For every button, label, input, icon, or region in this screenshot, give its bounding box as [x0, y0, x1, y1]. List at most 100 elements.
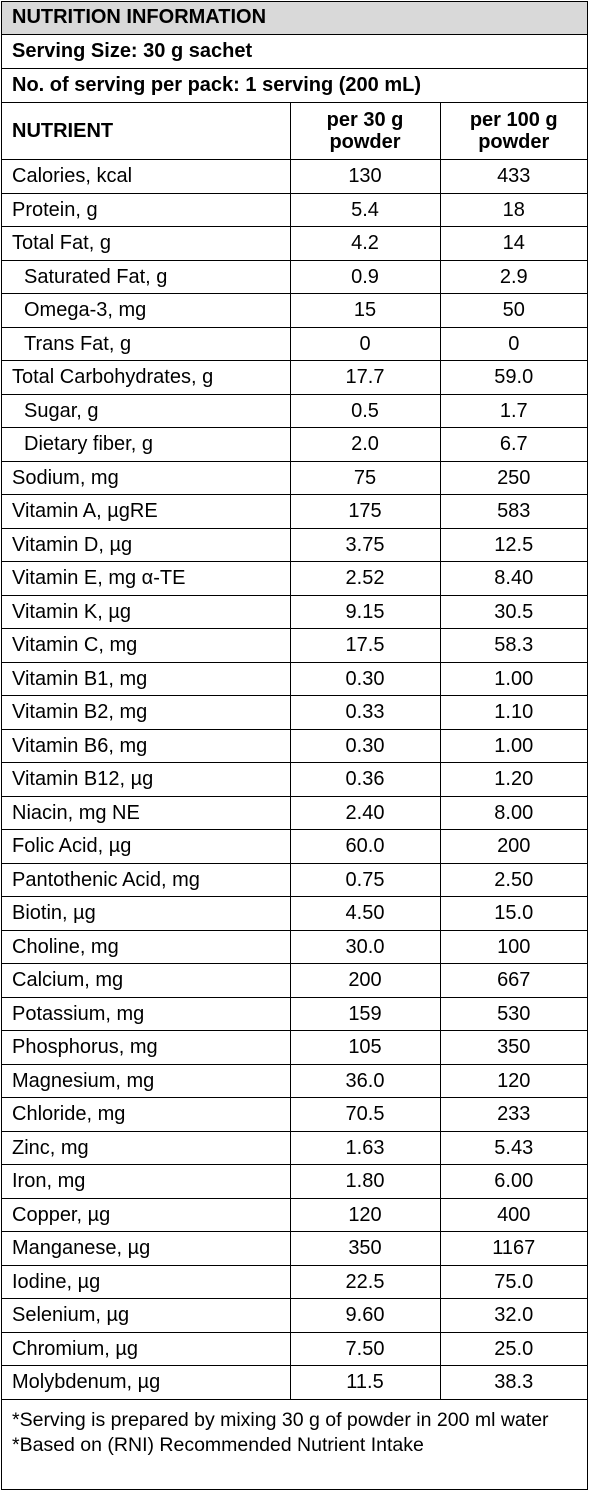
table-row: Dietary fiber, g 2.0 6.7: [2, 427, 587, 462]
value-per-30g: 105: [290, 1030, 441, 1065]
table-row: Zinc, mg 1.63 5.43: [2, 1131, 587, 1165]
value-per-100g: 233: [440, 1097, 587, 1132]
value-per-30g: 22.5: [290, 1265, 441, 1299]
value-per-100g: 6.00: [440, 1164, 587, 1199]
table-row: Calories, kcal 130 433: [2, 159, 587, 194]
value-per-30g: 0.30: [290, 729, 441, 763]
value-per-30g: 159: [290, 997, 441, 1031]
nutrient-name: Omega-3, mg: [2, 293, 291, 328]
table-row: Vitamin B1, mg 0.30 1.00: [2, 662, 587, 696]
table-row: Vitamin A, µgRE 175 583: [2, 494, 587, 529]
value-per-100g: 0: [440, 327, 587, 361]
nutrient-name: Biotin, µg: [2, 896, 291, 931]
value-per-30g: 2.40: [290, 796, 441, 830]
value-per-100g: 59.0: [440, 360, 587, 395]
value-per-30g: 0.9: [290, 260, 441, 294]
value-per-30g: 9.15: [290, 595, 441, 629]
nutrient-name: Vitamin B12, µg: [2, 762, 291, 797]
nutrient-name: Vitamin B6, mg: [2, 729, 291, 763]
value-per-30g: 30.0: [290, 930, 441, 964]
table-row: Niacin, mg NE 2.40 8.00: [2, 796, 587, 830]
value-per-100g: 667: [440, 963, 587, 998]
table-row: Copper, µg 120 400: [2, 1198, 587, 1232]
table-row: Omega-3, mg 15 50: [2, 293, 587, 328]
value-per-30g: 3.75: [290, 528, 441, 562]
value-per-100g: 25.0: [440, 1332, 587, 1366]
value-per-100g: 250: [440, 461, 587, 495]
table-row: Pantothenic Acid, mg 0.75 2.50: [2, 863, 587, 897]
nutrient-name: Vitamin B2, mg: [2, 695, 291, 730]
value-per-30g: 0.36: [290, 762, 441, 797]
nutrient-name: Sugar, g: [2, 394, 291, 428]
value-per-100g: 5.43: [440, 1131, 587, 1165]
table-row: Vitamin B12, µg 0.36 1.20: [2, 762, 587, 797]
nutrient-name: Potassium, mg: [2, 997, 291, 1031]
table-row: Total Fat, g 4.2 14: [2, 226, 587, 261]
table-row: Sugar, g 0.5 1.7: [2, 394, 587, 428]
table-row: Potassium, mg 159 530: [2, 997, 587, 1031]
value-per-100g: 15.0: [440, 896, 587, 931]
value-per-100g: 1.00: [440, 729, 587, 763]
value-per-30g: 75: [290, 461, 441, 495]
nutrient-name: Saturated Fat, g: [2, 260, 291, 294]
header-row: NUTRIENT per 30 g powder per 100 g powde…: [2, 103, 587, 160]
value-per-100g: 58.3: [440, 628, 587, 663]
value-per-30g: 17.7: [290, 360, 441, 395]
nutrient-name: Vitamin C, mg: [2, 628, 291, 663]
nutrient-name: Zinc, mg: [2, 1131, 291, 1165]
value-per-30g: 4.50: [290, 896, 441, 931]
value-per-30g: 36.0: [290, 1064, 441, 1098]
value-per-100g: 14: [440, 226, 587, 261]
nutrient-name: Chloride, mg: [2, 1097, 291, 1132]
nutrient-name: Dietary fiber, g: [2, 427, 291, 462]
nutrient-name: Pantothenic Acid, mg: [2, 863, 291, 897]
value-per-30g: 17.5: [290, 628, 441, 663]
table-row: Vitamin B6, mg 0.30 1.00: [2, 729, 587, 763]
nutrient-name: Magnesium, mg: [2, 1064, 291, 1098]
value-per-100g: 1.00: [440, 662, 587, 696]
panel-title: NUTRITION INFORMATION: [2, 2, 587, 35]
table-row: Vitamin B2, mg 0.33 1.10: [2, 695, 587, 730]
value-per-30g: 15: [290, 293, 441, 328]
table-row: Calcium, mg 200 667: [2, 963, 587, 998]
footnotes: *Serving is prepared by mixing 30 g of p…: [2, 1400, 587, 1458]
servings-per-pack: No. of serving per pack: 1 serving (200 …: [2, 69, 587, 103]
nutrient-name: Vitamin A, µgRE: [2, 494, 291, 529]
nutrient-name: Trans Fat, g: [2, 327, 291, 361]
nutrient-name: Niacin, mg NE: [2, 796, 291, 830]
header-per-100g: per 100 g powder: [440, 103, 587, 160]
nutrient-name: Choline, mg: [2, 930, 291, 964]
value-per-30g: 350: [290, 1231, 441, 1266]
value-per-30g: 2.0: [290, 427, 441, 462]
value-per-30g: 130: [290, 159, 441, 194]
table-row: Iron, mg 1.80 6.00: [2, 1164, 587, 1199]
table-row: Iodine, µg 22.5 75.0: [2, 1265, 587, 1299]
header-nutrient: NUTRIENT: [2, 103, 291, 160]
nutrient-name: Vitamin B1, mg: [2, 662, 291, 696]
table-row: Vitamin C, mg 17.5 58.3: [2, 628, 587, 663]
value-per-30g: 9.60: [290, 1298, 441, 1333]
value-per-100g: 12.5: [440, 528, 587, 562]
nutrient-name: Sodium, mg: [2, 461, 291, 495]
table-row: Sodium, mg 75 250: [2, 461, 587, 495]
value-per-100g: 350: [440, 1030, 587, 1065]
table-row: Magnesium, mg 36.0 120: [2, 1064, 587, 1098]
table-row: Chromium, µg 7.50 25.0: [2, 1332, 587, 1366]
nutrient-name: Total Fat, g: [2, 226, 291, 261]
nutrient-name: Vitamin K, µg: [2, 595, 291, 629]
value-per-100g: 1.20: [440, 762, 587, 797]
value-per-30g: 2.52: [290, 561, 441, 596]
value-per-100g: 50: [440, 293, 587, 328]
table-row: Molybdenum, µg 11.5 38.3: [2, 1365, 587, 1400]
value-per-100g: 38.3: [440, 1365, 587, 1400]
value-per-100g: 8.40: [440, 561, 587, 596]
value-per-100g: 2.50: [440, 863, 587, 897]
value-per-30g: 1.63: [290, 1131, 441, 1165]
value-per-30g: 60.0: [290, 829, 441, 864]
value-per-30g: 120: [290, 1198, 441, 1232]
value-per-100g: 400: [440, 1198, 587, 1232]
value-per-100g: 8.00: [440, 796, 587, 830]
nutrient-name: Folic Acid, µg: [2, 829, 291, 864]
nutrient-name: Iron, mg: [2, 1164, 291, 1199]
nutrient-name: Protein, g: [2, 193, 291, 227]
